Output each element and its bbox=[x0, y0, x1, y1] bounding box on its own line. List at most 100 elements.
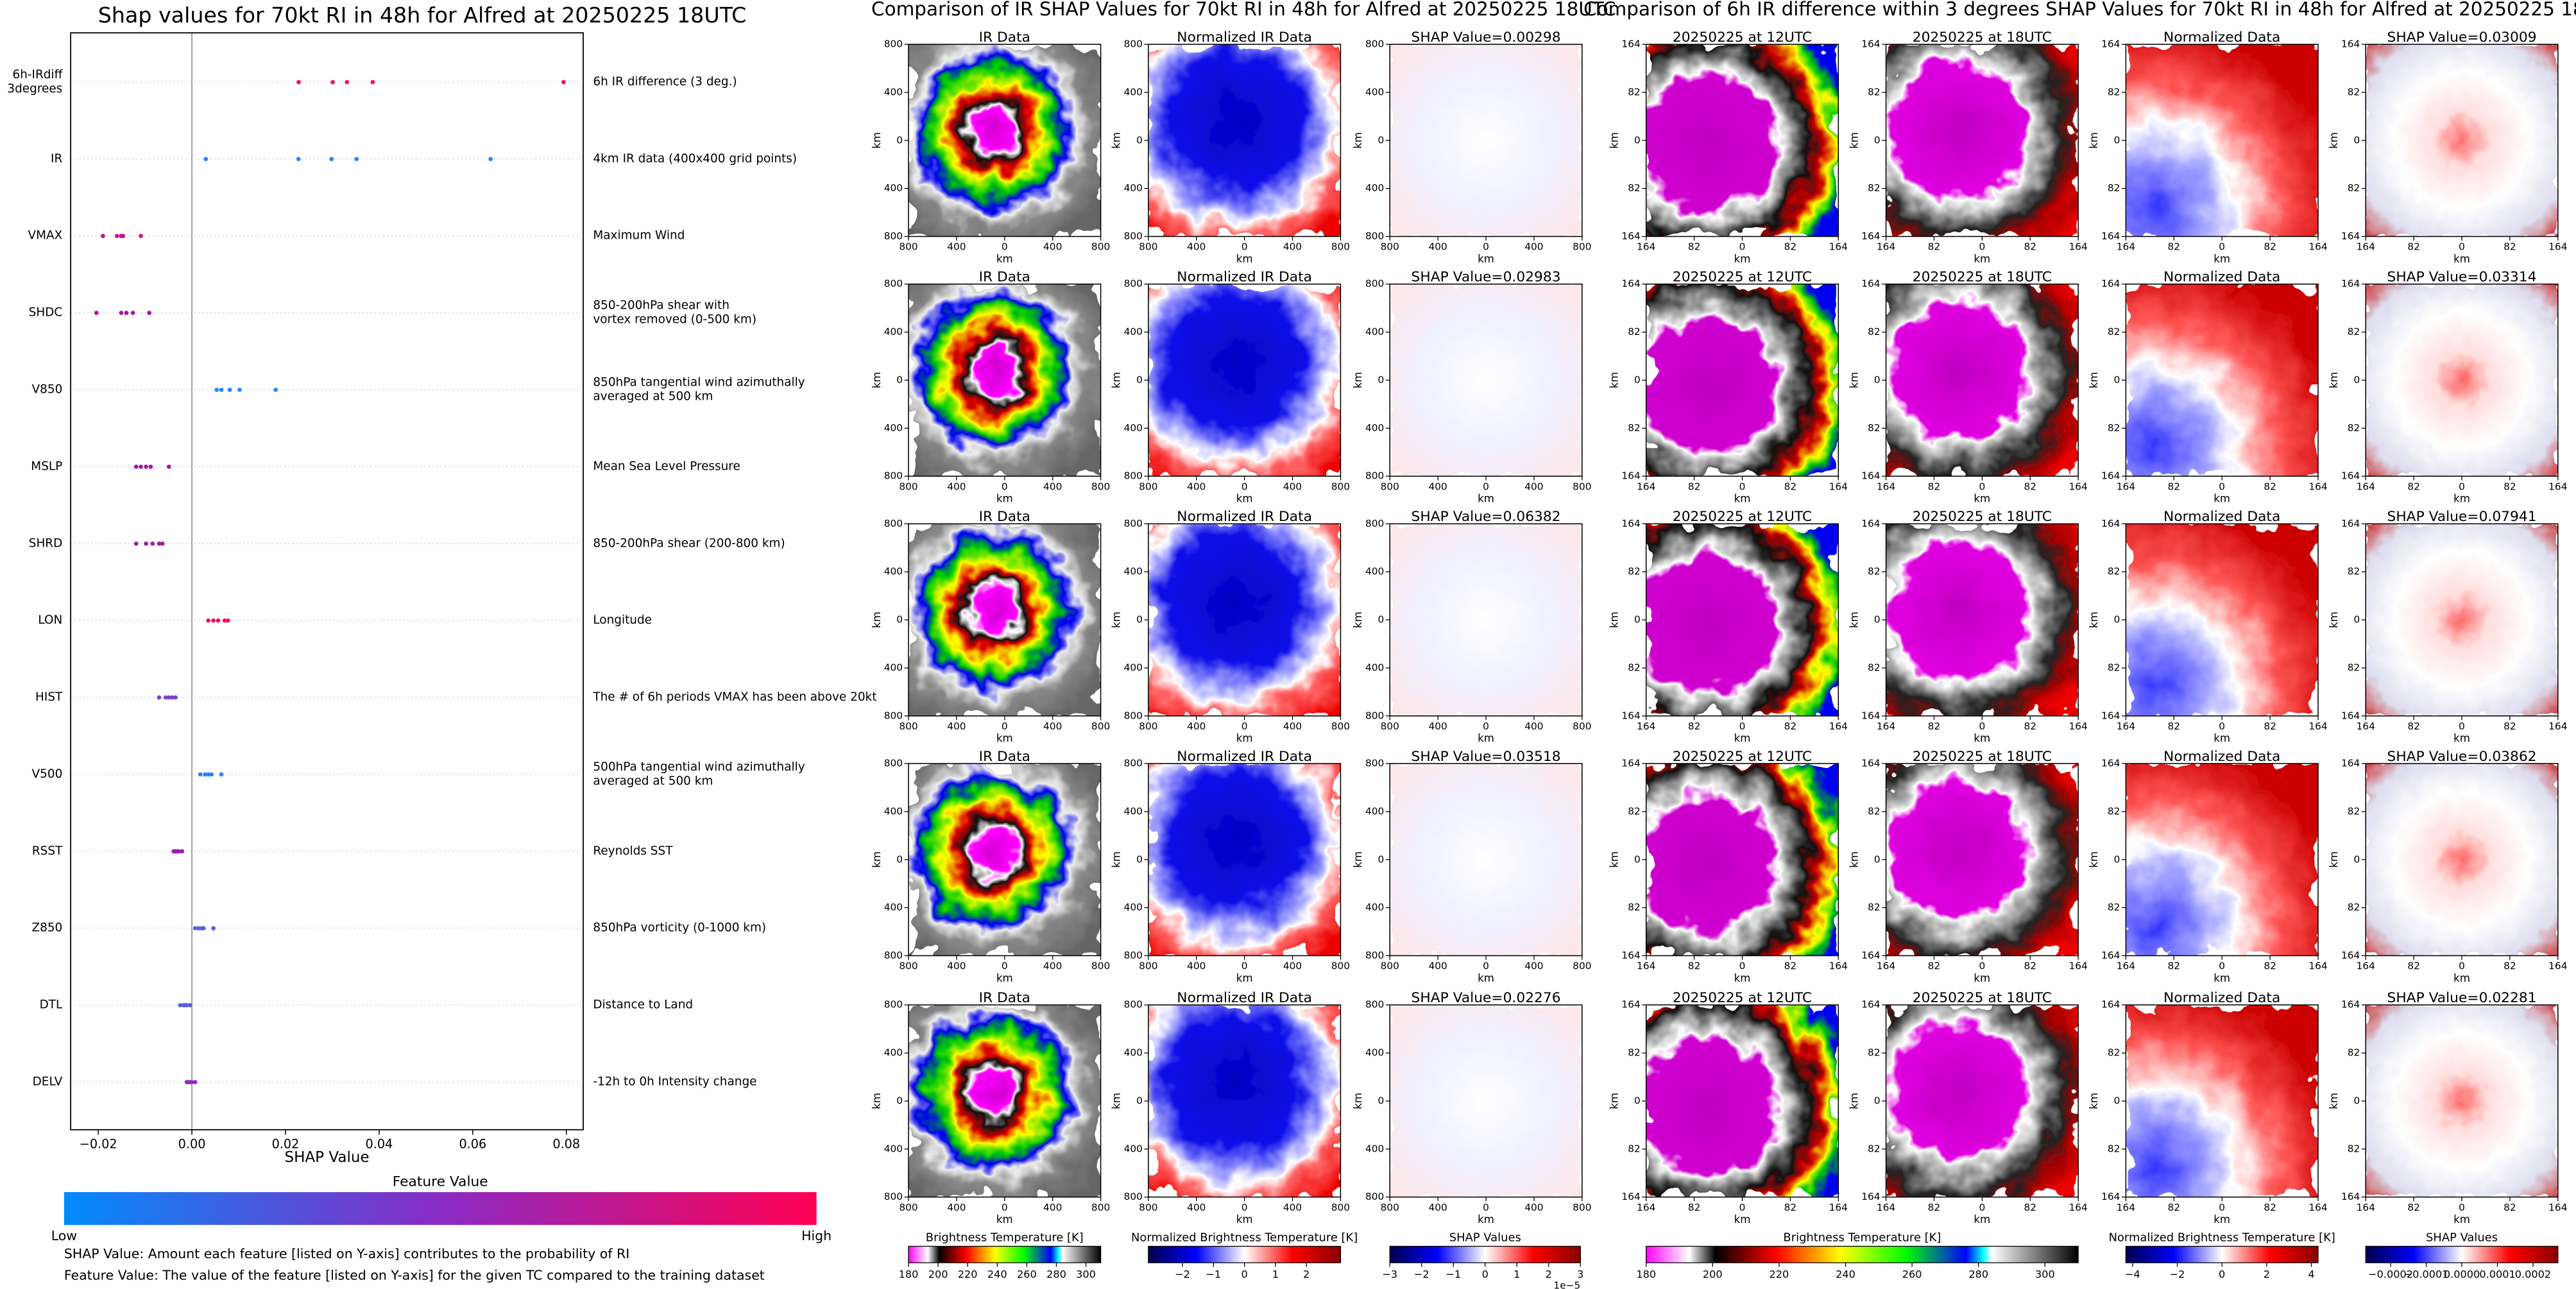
dot bbox=[180, 849, 185, 854]
panel-title: SHAP Value=0.06382 bbox=[1412, 509, 1561, 525]
x-tick-label: 82 bbox=[2024, 481, 2036, 492]
y-tick-label: 800 bbox=[884, 518, 903, 529]
dot bbox=[150, 541, 155, 546]
x-tick-label: 0 bbox=[1483, 481, 1489, 492]
x-axis-label: km bbox=[1236, 1213, 1253, 1225]
x-tick-label: 0 bbox=[1739, 1202, 1746, 1213]
dot bbox=[561, 80, 566, 85]
x-axis-label: km bbox=[1478, 732, 1494, 744]
y-tick-label: 0 bbox=[1378, 134, 1385, 146]
y-tick-label: SHRD bbox=[29, 536, 63, 550]
dot bbox=[148, 465, 153, 469]
x-tick-label: 400 bbox=[1429, 960, 1447, 972]
panel-title: Normalized Data bbox=[2163, 269, 2280, 286]
y-tick-label: 82 bbox=[1628, 326, 1641, 337]
x-axis-label: km bbox=[2213, 732, 2230, 744]
text-line: 6h-IRdiff bbox=[13, 68, 64, 81]
y-tick-label: 400 bbox=[884, 566, 903, 577]
image-panel bbox=[2366, 764, 2558, 956]
x-axis-label: km bbox=[2213, 972, 2230, 984]
panel-title: IR Data bbox=[979, 749, 1030, 765]
y-tick-label: 800 bbox=[884, 710, 903, 721]
colorbar-tick-label: 280 bbox=[1046, 1268, 1066, 1281]
dot bbox=[296, 157, 301, 162]
colorbar-offset: 1e−5 bbox=[1553, 1279, 1580, 1289]
feature-description: 500hPa tangential wind azimuthally averag… bbox=[593, 760, 805, 788]
y-tick-label: 400 bbox=[1124, 326, 1143, 337]
y-tick-label: 164 bbox=[2101, 710, 2120, 721]
y-axis-label: km bbox=[2088, 851, 2100, 868]
y-tick-label: 400 bbox=[884, 422, 903, 434]
x-tick-label: 400 bbox=[1283, 960, 1302, 972]
dot bbox=[219, 772, 224, 777]
y-tick-label: 164 bbox=[2101, 518, 2120, 529]
y-axis-label: km bbox=[1352, 1093, 1364, 1109]
y-tick-label: 400 bbox=[1124, 86, 1143, 98]
y-tick-label: 800 bbox=[884, 999, 903, 1011]
x-axis-label: km bbox=[996, 1213, 1013, 1225]
y-tick-label: 400 bbox=[1365, 566, 1384, 577]
y-tick-label: 164 bbox=[1861, 710, 1880, 721]
x-tick-label: 164 bbox=[1637, 481, 1655, 492]
colorbar-tick-label: 220 bbox=[1770, 1268, 1789, 1281]
panel-title: SHAP Value=0.02983 bbox=[1412, 269, 1561, 286]
note: Feature Value: The value of the feature … bbox=[64, 1268, 765, 1283]
dot bbox=[222, 618, 227, 623]
x-axis-label: km bbox=[1236, 253, 1253, 265]
y-axis-label: km bbox=[1111, 851, 1123, 868]
y-axis-label: km bbox=[2328, 611, 2340, 628]
y-tick-label: 164 bbox=[1861, 470, 1880, 482]
y-tick-label: 164 bbox=[1861, 230, 1880, 242]
x-tick-label: 400 bbox=[1043, 241, 1062, 253]
y-tick-label: 800 bbox=[1365, 470, 1384, 482]
feature-description: Longitude bbox=[593, 613, 652, 627]
plot-frame bbox=[70, 32, 584, 1131]
image-panel bbox=[1148, 44, 1341, 237]
x-tick-label: 800 bbox=[1381, 241, 1399, 253]
x-tick-label: 800 bbox=[1573, 241, 1591, 253]
y-tick-label: 164 bbox=[2341, 1191, 2360, 1202]
colorbar-tick-label: −2 bbox=[2170, 1268, 2185, 1281]
x-axis-label: km bbox=[996, 253, 1013, 265]
colorbar-tick-label: −0.0002 bbox=[2368, 1268, 2413, 1281]
x-tick-label: 82 bbox=[2407, 960, 2420, 972]
y-tick-label: 164 bbox=[2341, 278, 2360, 289]
panel-title: Normalized IR Data bbox=[1177, 509, 1312, 525]
x-tick-label: 82 bbox=[2024, 721, 2036, 732]
x-tick-label: 400 bbox=[1187, 241, 1206, 253]
x-tick-label: 0 bbox=[1483, 1202, 1489, 1213]
dot bbox=[189, 1080, 194, 1084]
x-tick-label: 164 bbox=[2548, 721, 2567, 732]
y-tick-label: 82 bbox=[2348, 422, 2360, 434]
colorbar-tick-label: 4 bbox=[2308, 1268, 2314, 1281]
x-tick-label: 164 bbox=[2068, 1202, 2087, 1213]
y-tick-label: 800 bbox=[1365, 758, 1384, 769]
y-tick-label: 0 bbox=[1874, 134, 1881, 146]
x-axis-label: km bbox=[2453, 1213, 2470, 1225]
x-tick-label: 164 bbox=[1877, 960, 1895, 972]
x-tick-label: 0 bbox=[1002, 721, 1008, 732]
x-tick-label: 400 bbox=[1429, 721, 1447, 732]
y-axis-label: km bbox=[1111, 372, 1123, 389]
x-tick-label: 400 bbox=[947, 721, 966, 732]
x-tick-label: 82 bbox=[2503, 960, 2516, 972]
panel-title: 20250225 at 12UTC bbox=[1673, 749, 1812, 765]
y-axis-label: km bbox=[1608, 1093, 1621, 1109]
dot bbox=[216, 618, 221, 623]
y-tick-label: 82 bbox=[2108, 566, 2120, 577]
y-tick-label: 800 bbox=[1365, 950, 1384, 961]
x-tick-label: 0 bbox=[1739, 241, 1746, 253]
image-panel bbox=[1646, 44, 1839, 237]
y-tick-label: 164 bbox=[2341, 950, 2360, 961]
y-tick-label: 164 bbox=[2101, 999, 2120, 1011]
colorbar-tick-label: 260 bbox=[1902, 1268, 1922, 1281]
y-tick-label: 800 bbox=[1365, 278, 1384, 289]
x-tick-label: 0 bbox=[1241, 960, 1248, 972]
x-tick-label: 82 bbox=[2407, 1202, 2420, 1213]
y-tick-label: 82 bbox=[2348, 182, 2360, 194]
x-tick-label: 400 bbox=[1187, 960, 1206, 972]
dot bbox=[121, 234, 126, 239]
y-tick-label: 400 bbox=[1124, 182, 1143, 194]
y-tick-label: 0 bbox=[1378, 853, 1385, 865]
